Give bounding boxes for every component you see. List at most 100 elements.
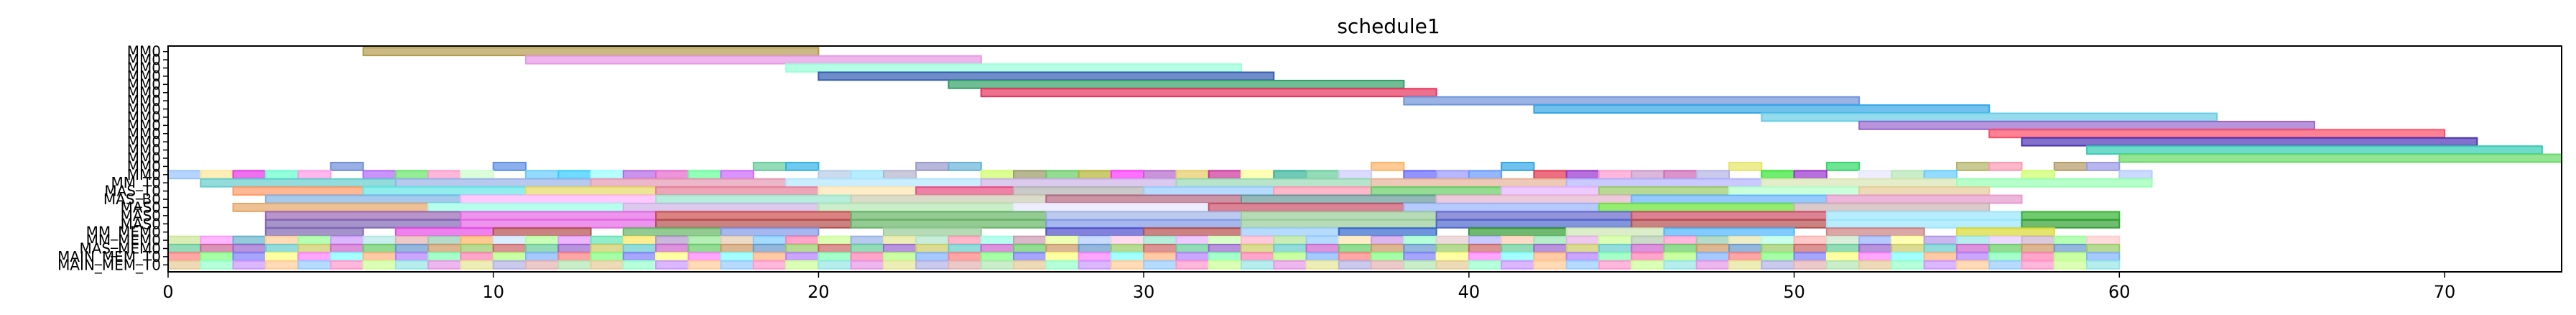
task-bar-196 <box>1598 235 1633 245</box>
task-bar-297 <box>980 252 1015 262</box>
task-bar-266 <box>1923 244 1958 253</box>
task-bar-161 <box>460 235 494 245</box>
y-tick-label-17: MAS_T0 <box>104 183 161 200</box>
task-bar-268 <box>1988 244 2023 253</box>
task-bar-258 <box>1663 244 1697 253</box>
y-tick-label-23: MM_MEM0 <box>86 232 161 249</box>
task-bar-83 <box>1761 178 1958 188</box>
task-bar-78 <box>785 178 982 188</box>
task-bar-158 <box>362 235 397 245</box>
task-bar-80 <box>1175 178 1373 188</box>
task-bar-325 <box>1891 252 1925 262</box>
task-bar-337 <box>330 260 364 270</box>
task-bar-26 <box>2053 161 2088 171</box>
task-bar-57 <box>1305 170 1340 180</box>
task-bar-163 <box>524 235 560 245</box>
task-bar-100 <box>460 194 657 204</box>
task-bar-62 <box>1533 170 1567 180</box>
task-bar-21 <box>1501 161 1535 171</box>
task-bar-203 <box>1825 235 1861 245</box>
x-axis: 0 10 20 30 40 50 60 70 <box>162 272 2455 302</box>
task-bar-323 <box>1825 252 1861 262</box>
task-bar-29 <box>200 170 234 180</box>
task-bar-239 <box>1045 244 1080 253</box>
task-bar-60 <box>1435 170 1470 180</box>
task-bar-156 <box>297 235 332 245</box>
task-bar-274 <box>232 252 267 262</box>
task-bar-320 <box>1728 252 1763 262</box>
task-bar-73 <box>2021 170 2055 180</box>
task-bar-240 <box>1078 244 1112 253</box>
task-bar-14 <box>330 161 364 171</box>
task-bar-74 <box>2118 170 2153 180</box>
task-bar-160 <box>427 235 462 245</box>
task-bar-368 <box>1338 260 1373 270</box>
task-bar-68 <box>1761 170 1795 180</box>
task-bar-89 <box>817 186 917 196</box>
task-bar-230 <box>752 244 787 253</box>
task-bar-306 <box>1273 252 1307 262</box>
task-bar-137 <box>264 227 364 237</box>
task-bar-84 <box>1955 178 2153 188</box>
task-bar-244 <box>1208 244 1242 253</box>
y-tick-label-1: MM0 <box>127 51 161 68</box>
task-bar-383 <box>1825 260 1861 270</box>
task-bar-186 <box>1273 235 1307 245</box>
task-bar-147 <box>1468 227 1567 237</box>
task-bar-126 <box>2021 211 2121 221</box>
task-bar-218 <box>362 244 397 253</box>
task-bar-381 <box>1761 260 1795 270</box>
task-bar-349 <box>720 260 754 270</box>
task-bar-220 <box>427 244 462 253</box>
task-bar-332 <box>167 260 202 270</box>
task-bar-58 <box>1338 170 1373 180</box>
task-bar-342 <box>492 260 527 270</box>
task-bar-226 <box>622 244 657 253</box>
task-bar-136 <box>2021 219 2121 229</box>
task-bar-356 <box>948 260 982 270</box>
task-bar-6 <box>1403 96 1861 106</box>
task-bar-242 <box>1143 244 1177 253</box>
task-bar-290 <box>752 252 787 262</box>
task-bar-38 <box>557 170 592 180</box>
y-tick-label-5: MM0 <box>127 84 161 101</box>
task-bar-144 <box>1143 227 1242 237</box>
task-bar-185 <box>1240 235 1275 245</box>
task-bar-357 <box>980 260 1015 270</box>
task-bar-234 <box>882 244 917 253</box>
task-bar-145 <box>1240 227 1340 237</box>
task-bar-336 <box>297 260 332 270</box>
task-bar-141 <box>720 227 820 237</box>
task-bar-162 <box>492 235 527 245</box>
task-bar-377 <box>1631 260 1665 270</box>
x-tick-label-7: 70 <box>2434 282 2456 302</box>
task-bar-52 <box>1143 170 1177 180</box>
task-bar-118 <box>460 211 657 221</box>
task-bar-56 <box>1273 170 1307 180</box>
task-bar-206 <box>1923 235 1958 245</box>
task-bar-17 <box>785 161 820 171</box>
task-bar-191 <box>1435 235 1470 245</box>
y-tick-label-20: MAS0 <box>121 207 161 224</box>
y-tick-label-12: MM0 <box>127 142 161 159</box>
task-bar-308 <box>1338 252 1373 262</box>
task-bar-96 <box>1598 186 1731 196</box>
task-bar-391 <box>2086 260 2121 270</box>
task-bar-333 <box>200 260 234 270</box>
task-bar-289 <box>720 252 754 262</box>
task-bar-228 <box>687 244 722 253</box>
task-bar-13 <box>2118 153 2563 163</box>
task-bar-93 <box>1273 186 1373 196</box>
task-bar-245 <box>1240 244 1275 253</box>
task-bar-44 <box>817 170 852 180</box>
task-bar-15 <box>492 161 527 171</box>
y-tick-label-16: MM_T0 <box>111 174 161 191</box>
chart-title: schedule1 <box>1337 14 1440 38</box>
task-bar-291 <box>785 252 820 262</box>
task-bar-152 <box>167 235 202 245</box>
y-tick-label-18: MAS_B0 <box>103 191 161 208</box>
task-bar-23 <box>1825 161 1861 171</box>
task-bar-70 <box>1858 170 1893 180</box>
task-bar-256 <box>1598 244 1633 253</box>
task-bar-200 <box>1728 235 1763 245</box>
